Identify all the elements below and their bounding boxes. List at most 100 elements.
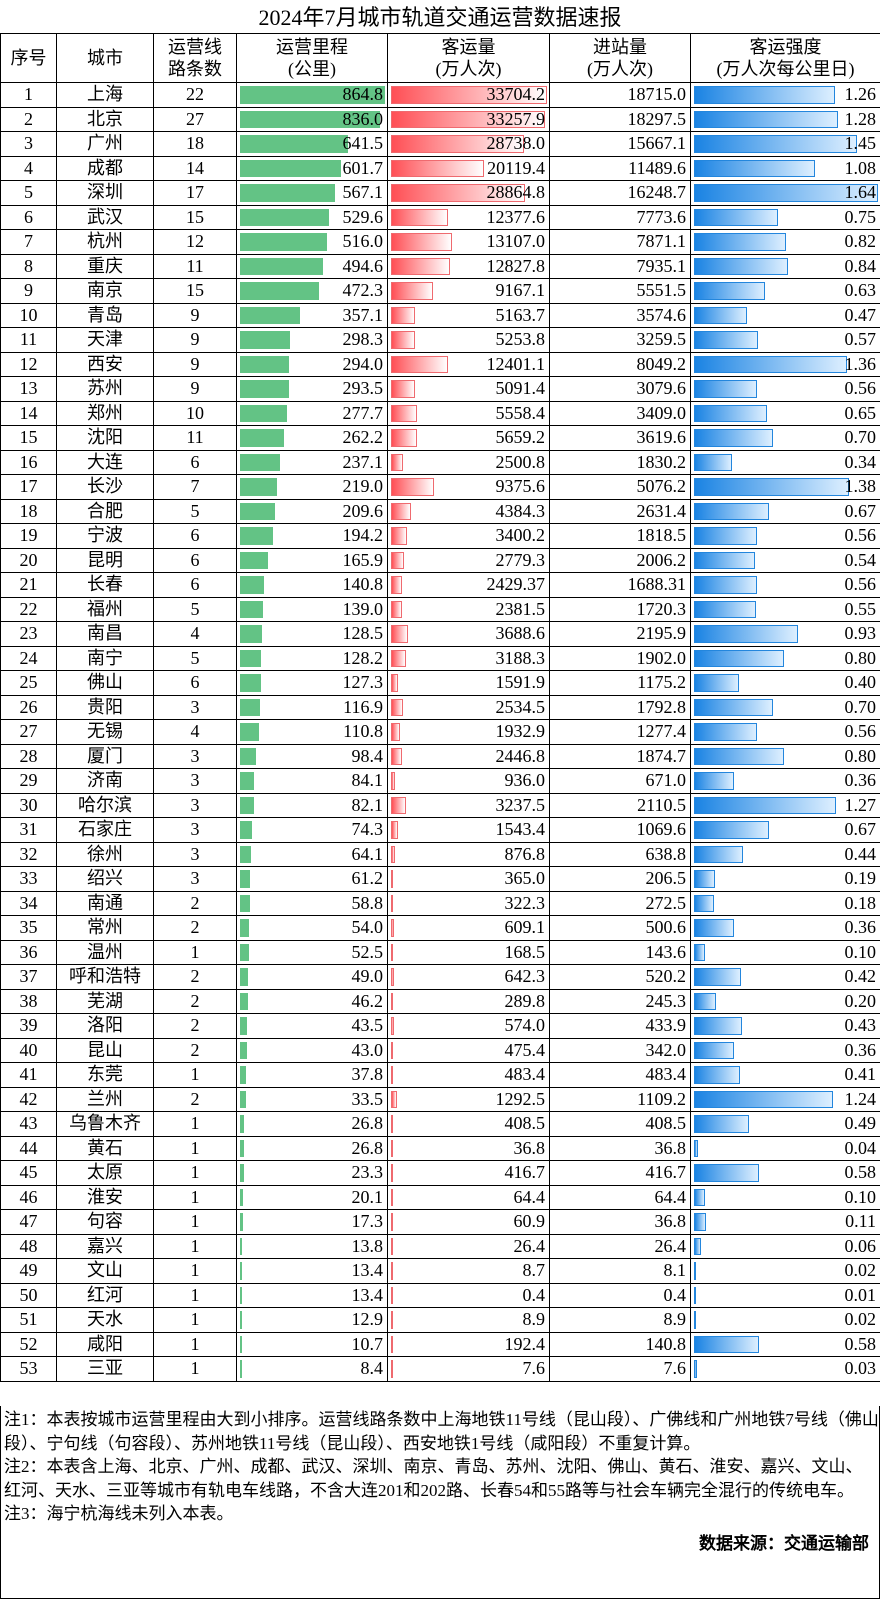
cell-intensity: 0.01 xyxy=(690,1282,880,1308)
cell-mileage: 13.4 xyxy=(236,1258,388,1284)
cell-lines: 4 xyxy=(153,719,237,745)
mileage-data-bar xyxy=(240,796,254,814)
intensity-value: 1.45 xyxy=(844,133,877,154)
metro-data-table: 序号 城市 运营线 路条数 运营里程 (公里) 客运量 (万人次) 进站量 (万人次) … xyxy=(0,33,880,1382)
cell-entries: 1720.3 xyxy=(549,596,691,622)
cell-city: 乌鲁木齐 xyxy=(56,1111,154,1137)
intensity-value: 0.75 xyxy=(844,206,877,227)
cell-lines: 3 xyxy=(153,792,237,818)
cell-mileage: 61.2 xyxy=(236,866,388,892)
cell-index: 40 xyxy=(0,1037,57,1063)
intensity-value: 0.58 xyxy=(844,1162,877,1183)
mileage-data-bar xyxy=(240,1262,243,1280)
table-row: 25 佛山 6 127.3 1591.9 1175.2 0.40 xyxy=(0,670,880,696)
cell-mileage: 17.3 xyxy=(236,1209,388,1235)
entries-value: 11489.6 xyxy=(628,157,686,178)
cell-mileage: 237.1 xyxy=(236,449,388,475)
cell-intensity: 0.84 xyxy=(690,253,880,279)
note-2: 注2：本表含上海、北京、广州、成都、武汉、深圳、南京、青岛、苏州、沈阳、佛山、黄… xyxy=(4,1457,863,1500)
cell-entries: 2006.2 xyxy=(549,547,691,573)
cell-intensity: 0.49 xyxy=(690,1111,880,1137)
mileage-value: 864.8 xyxy=(342,84,384,105)
intensity-value: 0.36 xyxy=(844,1039,877,1060)
mileage-value: 23.3 xyxy=(351,1162,384,1183)
entries-value: 18715.0 xyxy=(627,84,687,105)
city-value: 合肥 xyxy=(87,500,123,521)
city-value: 哈尔滨 xyxy=(78,794,132,815)
cell-entries: 3574.6 xyxy=(549,302,691,328)
mileage-value: 294.0 xyxy=(342,353,384,374)
table-row: 4 成都 14 601.7 20119.4 11489.6 1.08 xyxy=(0,155,880,181)
cell-ridership: 408.5 xyxy=(387,1111,550,1137)
cell-ridership: 5659.2 xyxy=(387,425,550,451)
header-lines-line2: 路条数 xyxy=(168,59,222,79)
cell-intensity: 0.58 xyxy=(690,1160,880,1186)
cell-city: 温州 xyxy=(56,939,154,965)
cell-index: 23 xyxy=(0,621,57,647)
lines-value: 10 xyxy=(186,402,204,423)
lines-value: 2 xyxy=(190,966,200,987)
lines-value: 2 xyxy=(190,990,200,1011)
cell-index: 32 xyxy=(0,841,57,867)
lines-value: 14 xyxy=(186,157,204,178)
cell-intensity: 0.10 xyxy=(690,939,880,965)
cell-ridership: 0.4 xyxy=(387,1282,550,1308)
mileage-data-bar xyxy=(240,257,323,275)
cell-index: 39 xyxy=(0,1013,57,1039)
cell-entries: 7773.6 xyxy=(549,204,691,230)
index-value: 49 xyxy=(19,1260,38,1281)
mileage-value: 98.4 xyxy=(351,745,384,766)
mileage-data-bar xyxy=(240,110,381,128)
ridership-value: 12827.8 xyxy=(486,255,546,276)
cell-entries: 2631.4 xyxy=(549,498,691,524)
ridership-value: 5558.4 xyxy=(495,402,546,423)
mileage-value: 219.0 xyxy=(342,476,384,497)
ridership-data-bar xyxy=(391,257,451,275)
mileage-data-bar xyxy=(240,159,341,177)
cell-lines: 3 xyxy=(153,841,237,867)
entries-value: 433.9 xyxy=(645,1015,687,1036)
mileage-data-bar xyxy=(240,747,257,765)
entries-value: 206.5 xyxy=(645,868,687,889)
cell-city: 郑州 xyxy=(56,400,154,426)
mileage-data-bar xyxy=(240,1311,243,1329)
ridership-data-bar xyxy=(391,1311,393,1329)
cell-lines: 6 xyxy=(153,523,237,549)
index-value: 9 xyxy=(24,280,33,301)
ridership-value: 3688.6 xyxy=(495,623,546,644)
mileage-data-bar xyxy=(240,355,290,373)
header-ridership-line1: 客运量 xyxy=(441,37,496,57)
notes-section: 注1：本表按城市运营里程由大到小排序。运营线路条数中上海地铁11号线（昆山段）、… xyxy=(0,1406,880,1599)
index-value: 16 xyxy=(19,451,38,472)
cell-ridership: 5558.4 xyxy=(387,400,550,426)
cell-entries: 1792.8 xyxy=(549,694,691,720)
cell-ridership: 1543.4 xyxy=(387,817,550,843)
mileage-data-bar xyxy=(240,1164,244,1182)
cell-entries: 15667.1 xyxy=(549,131,691,157)
note-1: 注1：本表按城市运营里程由大到小排序。运营线路条数中上海地铁11号线（昆山段）、… xyxy=(4,1410,879,1453)
ridership-value: 2534.5 xyxy=(495,696,546,717)
cell-intensity: 0.56 xyxy=(690,572,880,598)
cell-mileage: 567.1 xyxy=(236,180,388,206)
cell-entries: 408.5 xyxy=(549,1111,691,1137)
intensity-data-bar xyxy=(694,625,799,643)
mileage-data-bar xyxy=(240,919,250,937)
ridership-value: 8.9 xyxy=(522,1309,546,1330)
intensity-value: 0.49 xyxy=(844,1113,877,1134)
ridership-value: 8.7 xyxy=(522,1260,546,1281)
mileage-value: 20.1 xyxy=(351,1186,384,1207)
header-lines: 运营线 路条数 xyxy=(153,33,237,83)
index-value: 24 xyxy=(19,647,38,668)
ridership-value: 33704.2 xyxy=(486,84,546,105)
city-value: 温州 xyxy=(87,941,123,962)
index-value: 40 xyxy=(19,1039,38,1060)
entries-value: 342.0 xyxy=(645,1039,687,1060)
entries-value: 8.1 xyxy=(663,1260,687,1281)
table-row: 43 乌鲁木齐 1 26.8 408.5 408.5 0.49 xyxy=(0,1111,880,1137)
mileage-data-bar xyxy=(240,1115,245,1133)
index-value: 34 xyxy=(19,892,38,913)
index-value: 27 xyxy=(19,721,38,742)
ridership-data-bar xyxy=(391,600,403,618)
cell-ridership: 3400.2 xyxy=(387,523,550,549)
cell-entries: 3409.0 xyxy=(549,400,691,426)
